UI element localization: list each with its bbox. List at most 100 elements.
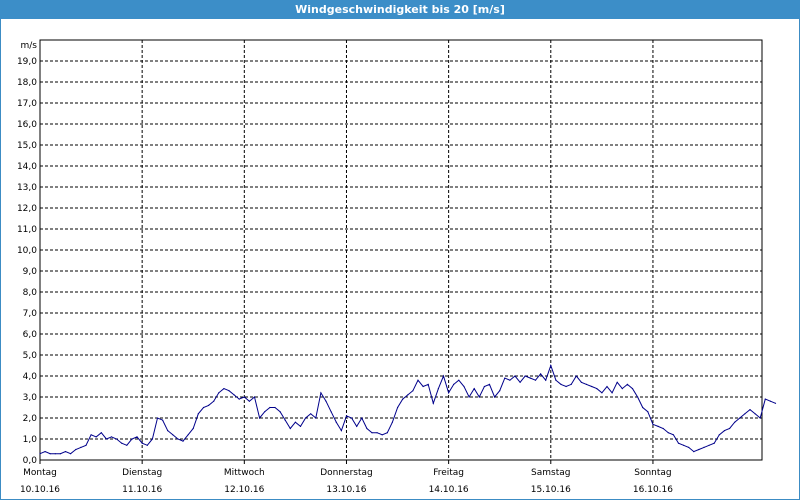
data-point — [422, 385, 424, 388]
data-point — [769, 400, 772, 402]
data-point — [105, 438, 107, 440]
data-point — [718, 434, 720, 436]
data-point — [442, 375, 445, 377]
data-point — [116, 438, 118, 440]
data-point — [412, 390, 414, 392]
y-tick-label: 8,0 — [23, 288, 38, 298]
data-point — [499, 390, 501, 392]
y-tick-label: 9,0 — [23, 267, 38, 277]
data-point — [95, 436, 97, 438]
data-point — [647, 411, 649, 413]
data-point — [448, 392, 450, 394]
data-point — [259, 417, 261, 419]
data-point — [356, 425, 358, 427]
data-point — [570, 383, 572, 385]
data-point — [310, 413, 312, 415]
x-tick-day: Samstag — [531, 468, 570, 478]
y-tick-label: 18,0 — [17, 78, 37, 88]
grid — [40, 40, 762, 460]
data-point — [545, 379, 547, 381]
data-point — [284, 419, 286, 421]
data-point — [611, 392, 613, 394]
data-point — [524, 375, 526, 377]
x-tick-date: 14.10.16 — [429, 485, 469, 495]
y-axis-label: m/s — [21, 41, 38, 51]
data-point — [335, 421, 337, 423]
data-point — [192, 427, 194, 430]
data-point — [228, 390, 230, 392]
data-point — [121, 442, 123, 444]
data-point — [575, 375, 577, 377]
data-point — [156, 417, 159, 419]
data-point — [540, 373, 542, 375]
data-point — [131, 438, 133, 440]
data-point — [59, 453, 62, 455]
data-point — [340, 430, 342, 432]
data-point — [264, 411, 266, 413]
data-point — [90, 434, 92, 436]
data-point — [688, 446, 690, 448]
data-point — [713, 442, 715, 444]
data-point — [182, 440, 184, 442]
data-point — [585, 383, 588, 385]
data-point — [64, 451, 67, 453]
data-point — [698, 448, 700, 451]
data-point — [151, 438, 153, 440]
data-point — [100, 432, 102, 434]
data-point — [764, 398, 766, 400]
data-point — [325, 400, 327, 402]
data-point — [621, 388, 623, 390]
y-tick-label: 0,0 — [23, 456, 38, 466]
y-tick-label: 15,0 — [17, 141, 37, 151]
data-point — [80, 446, 82, 448]
data-point — [70, 453, 72, 455]
x-tick-day: Montag — [23, 468, 57, 478]
plot-border — [39, 39, 763, 461]
data-point — [616, 381, 618, 383]
data-point — [146, 444, 148, 446]
data-point — [468, 396, 470, 398]
y-tick-label: 4,0 — [23, 372, 38, 382]
data-point — [458, 379, 460, 381]
data-point — [693, 451, 695, 453]
y-tick-label: 3,0 — [23, 393, 38, 403]
data-point — [110, 436, 113, 438]
y-tick-label: 11,0 — [17, 225, 37, 235]
data-point — [703, 446, 705, 448]
data-point — [708, 444, 710, 446]
data-point — [141, 442, 143, 444]
y-tick-label: 16,0 — [17, 120, 37, 130]
data-point — [473, 388, 475, 390]
y-tick-label: 6,0 — [23, 330, 38, 340]
data-point — [366, 427, 368, 430]
y-tick-label: 7,0 — [23, 309, 38, 319]
data-point — [483, 385, 485, 388]
chart-title: Windgeschwindigkeit bis 20 [m/s] — [0, 0, 800, 19]
data-point — [759, 417, 761, 419]
data-point — [253, 396, 256, 398]
data-point — [187, 434, 189, 436]
data-point — [683, 444, 685, 446]
data-point — [243, 396, 245, 398]
data-point — [744, 413, 746, 415]
data-point — [580, 381, 583, 383]
data-point — [504, 377, 506, 379]
data-point — [197, 413, 199, 415]
x-tick-date: 15.10.16 — [531, 485, 571, 495]
data-point — [54, 453, 56, 455]
y-tick-label: 19,0 — [17, 57, 37, 67]
data-point — [657, 425, 659, 427]
y-tick-label: 5,0 — [23, 351, 38, 361]
data-point — [596, 388, 598, 390]
data-point — [248, 400, 250, 402]
data-point — [642, 406, 644, 409]
data-point — [269, 406, 271, 409]
data-point — [723, 430, 726, 432]
y-tick-label: 10,0 — [17, 246, 37, 256]
data-point — [637, 396, 639, 398]
x-tick-day: Dienstag — [122, 468, 162, 478]
y-axis: 0,0 1,0 2,0 3,0 4,0 5,0 6,0 7,0 8,0 9,0 10,0 11,0 12… — [17, 57, 37, 466]
data-point — [529, 377, 532, 379]
data-point — [754, 413, 756, 415]
